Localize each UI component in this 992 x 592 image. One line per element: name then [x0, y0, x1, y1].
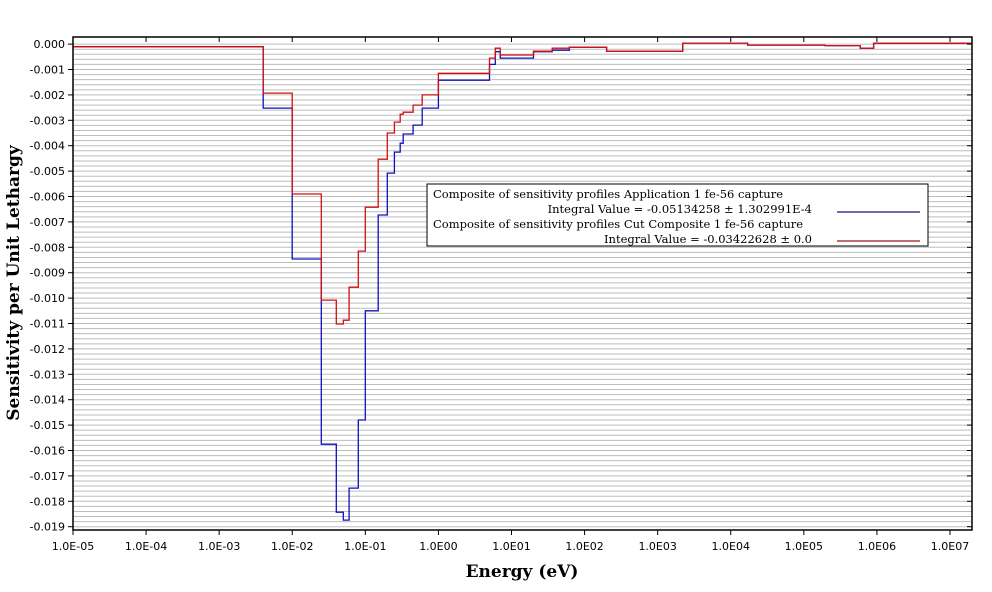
- x-tick-label: 1.0E05: [785, 540, 823, 553]
- plot-frame: [72, 36, 973, 531]
- y-tick-label: -0.014: [30, 394, 65, 407]
- x-tick-label: 1.0E-05: [52, 540, 94, 553]
- y-tick-label: -0.002: [30, 89, 65, 102]
- legend-box: [426, 183, 929, 247]
- y-tick-label: -0.005: [30, 165, 65, 178]
- y-tick-label: -0.012: [30, 343, 65, 356]
- x-tick-label: 1.0E06: [858, 540, 896, 553]
- series-group: [73, 42, 972, 521]
- y-tick-label: -0.001: [30, 64, 65, 77]
- series-1-step-line: [73, 42, 972, 521]
- x-tick-label: 1.0E01: [492, 540, 530, 553]
- x-tick-label: 1.0E02: [565, 540, 603, 553]
- y-tick-label: -0.007: [30, 216, 65, 229]
- y-tick-label: -0.009: [30, 267, 65, 280]
- legend-series-1-integral: Integral Value = -0.05134258 ± 1.302991E…: [548, 202, 812, 216]
- y-tick-label: -0.019: [30, 521, 65, 534]
- axis-ticks: 0.000 -0.001 -0.002 -0.003 -0.004 -0.005 -0.00…: [30, 37, 972, 553]
- y-tick-label: -0.008: [30, 241, 65, 254]
- y-tick-label: -0.011: [30, 318, 65, 331]
- legend-series-2-integral: Integral Value = -0.03422628 ± 0.0: [604, 232, 812, 246]
- y-tick-label: -0.015: [30, 419, 65, 432]
- y-tick-label: -0.004: [30, 140, 65, 153]
- x-tick-label: 1.0E03: [638, 540, 676, 553]
- y-axis-title: Sensitivity per Unit Lethargy: [4, 144, 24, 421]
- y-tick-label: -0.013: [30, 368, 65, 381]
- x-tick-label: 1.0E04: [712, 540, 750, 553]
- x-tick-label: 1.0E00: [419, 540, 457, 553]
- x-tick-label: 1.0E07: [931, 540, 969, 553]
- y-tick-label: -0.006: [30, 191, 65, 204]
- x-axis-title: Energy (eV): [466, 562, 579, 582]
- legend-series-1-name: Composite of sensitivity profiles Applic…: [433, 187, 783, 201]
- legend: Composite of sensitivity profiles Applic…: [426, 183, 929, 247]
- y-tick-label: 0.000: [34, 38, 66, 51]
- legend-series-2-name: Composite of sensitivity profiles Cut Co…: [433, 217, 803, 231]
- x-tick-label: 1.0E-01: [344, 540, 386, 553]
- y-tick-label: -0.018: [30, 495, 65, 508]
- y-tick-label: -0.016: [30, 445, 65, 458]
- y-tick-label: -0.010: [30, 292, 65, 305]
- x-tick-label: 1.0E-04: [125, 540, 167, 553]
- series-2-step-line: [73, 42, 972, 325]
- y-tick-label: -0.003: [30, 114, 65, 127]
- x-tick-label: 1.0E-02: [271, 540, 313, 553]
- x-tick-label: 1.0E-03: [198, 540, 240, 553]
- y-tick-label: -0.017: [30, 470, 65, 483]
- gridlines: [73, 43, 972, 528]
